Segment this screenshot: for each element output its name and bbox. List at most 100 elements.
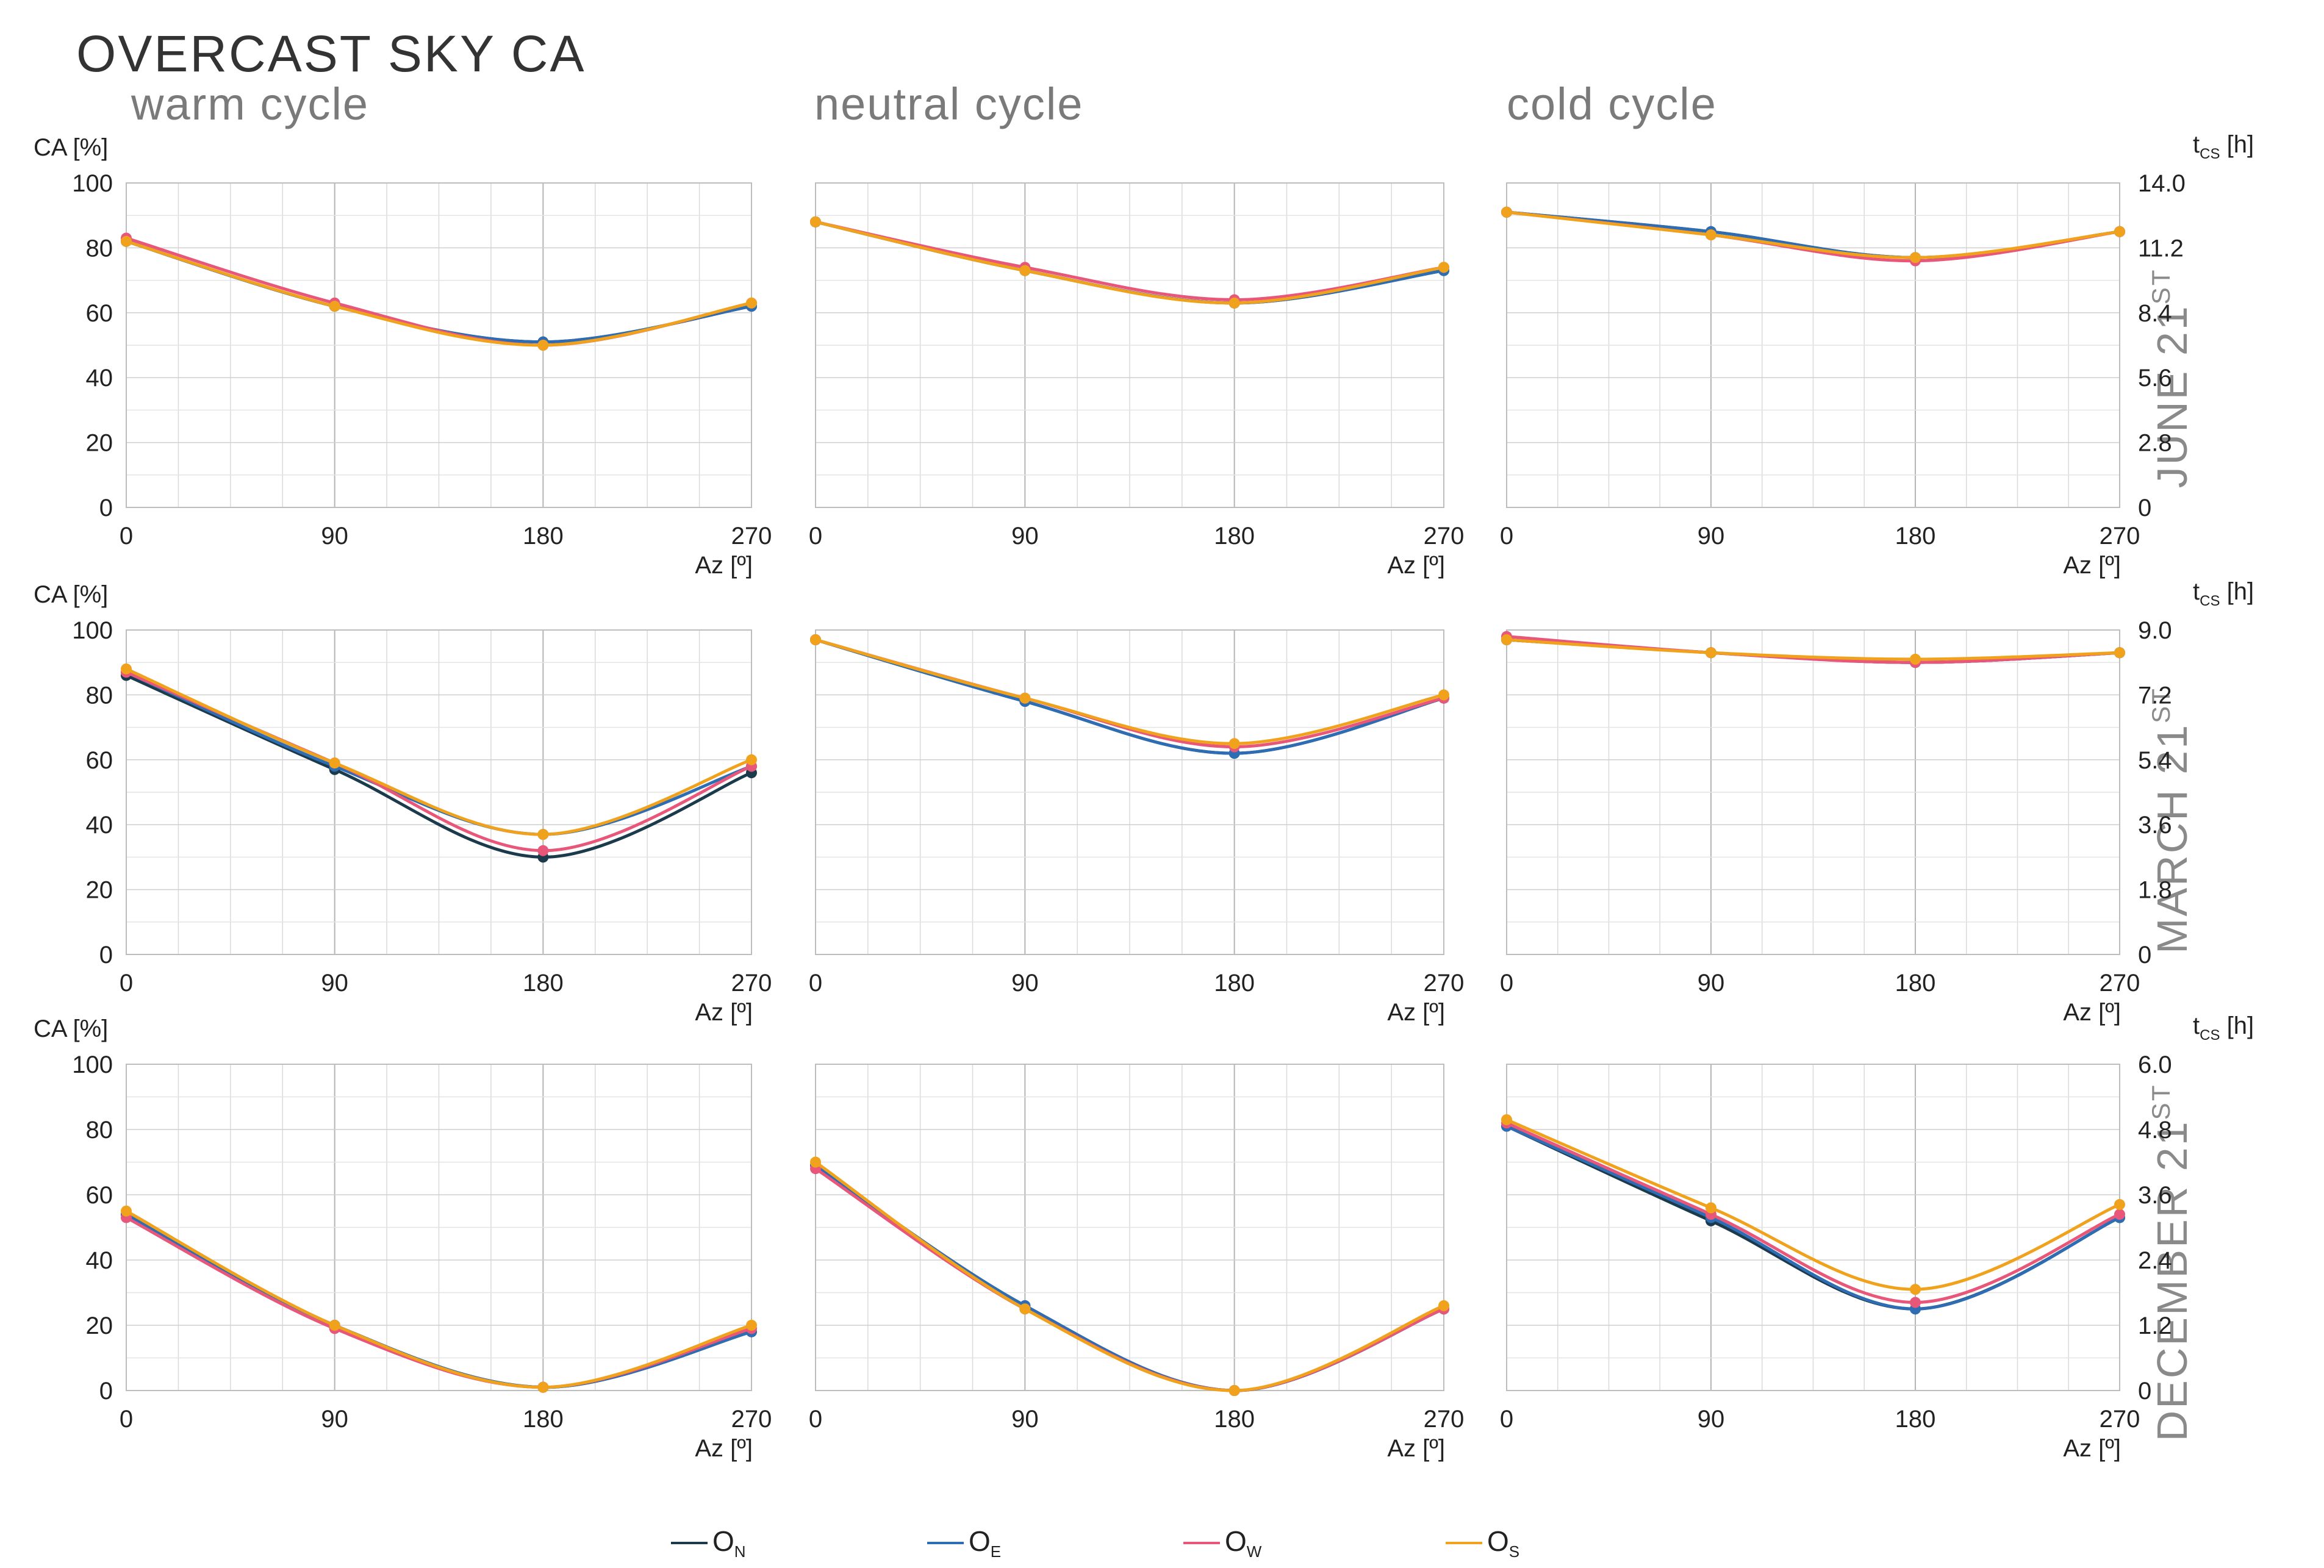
panel-june-warm-point-OS [537,340,549,351]
panel-june-neutral-point-OS [1438,262,1449,273]
panel-december-cold-series-OW [1505,1121,2121,1305]
panel-march-warm-y-tick-label: 20 [86,877,113,904]
panel-march-cold-y2-tick-label: 0 [2138,942,2151,968]
panel-march-cold-series-OW [1505,635,2121,664]
panel-december-neutral-point-OS [1228,1385,1240,1396]
legend-label-n: ON [712,1525,746,1561]
panel-march-warm-y-axis-label: CA [%] [34,581,108,608]
panel-june-cold-x-axis-label: Az [º] [2063,552,2121,579]
panel-december-warm-y-tick-label: 40 [86,1247,113,1274]
panel-december-cold-point-OS [1910,1284,1921,1295]
panel-march-neutral-point-OS [1438,689,1449,701]
panel-december-cold-series-OE [1505,1125,2121,1311]
panel-march-neutral-x-tick-label: 270 [1424,970,1465,997]
panel-june-warm-point-OS [746,297,757,309]
panel-december-cold-point-OW [2114,1209,2125,1220]
panel-june-warm-x-tick-label: 90 [321,523,348,550]
panel-june-neutral-series-OS [814,220,1446,305]
legend-swatch-e [927,1542,964,1544]
panel-december-warm-y-axis-label: CA [%] [34,1015,108,1042]
panel-june-cold-y2-axis-label: tCS [h] [2193,131,2254,162]
panel-march-neutral-x-tick-label: 90 [1011,970,1039,997]
panel-december-cold-y2-tick-label: 6.0 [2138,1051,2172,1078]
panel-march-warm-x-tick-label: 90 [321,970,348,997]
panel-march-warm-point-OS [329,757,340,769]
panel-december-cold-frame [1506,1064,2120,1391]
panel-december-cold-x-tick-label: 270 [2100,1406,2140,1433]
panel-december-neutral-x-tick-label: 90 [1011,1406,1039,1433]
panel-june-warm-y-tick-label: 60 [86,300,113,327]
panel-december-cold-y2-tick-label: 3.6 [2138,1182,2172,1209]
legend-swatch-s [1446,1542,1482,1544]
panel-march-cold-y2-tick-label: 1.8 [2138,877,2172,904]
panel-march-warm-y-tick-label: 80 [86,682,113,709]
panel-march-cold-y2-tick-label: 9.0 [2138,617,2172,644]
panel-june-neutral-point-OS [810,216,821,227]
panel-june-cold-y2-tick-label: 2.8 [2138,430,2172,457]
panel-march-cold-x-tick-label: 270 [2100,970,2140,997]
panel-june-warm-y-tick-label: 0 [99,495,113,521]
panel-june-warm-y-tick-label: 40 [86,365,113,392]
panel-march-warm-series-ON [124,673,753,859]
panel-june-cold-point-OS [1705,229,1716,241]
panel-march-warm-y-tick-label: 40 [86,812,113,839]
panel-december-warm-y-tick-label: 80 [86,1117,113,1144]
panel-march-cold-y2-axis-label: tCS [h] [2193,578,2254,609]
panel-march-warm-frame [126,629,752,955]
panel-december-warm-x-tick-label: 270 [731,1406,772,1433]
panel-march-cold-point-OS [1705,647,1716,659]
panel-march-warm-point-OS [537,829,549,840]
panel-march-cold-x-tick-label: 0 [1500,970,1513,997]
panel-march-warm-y-tick-label: 100 [72,617,113,644]
panel-march-neutral-x-tick-label: 180 [1214,970,1255,997]
panel-june-cold-point-OS [1501,206,1512,218]
panel-june-neutral-x-tick-label: 90 [1011,523,1039,550]
panel-december-cold-y2-tick-label: 2.4 [2138,1247,2172,1274]
panel-march-cold-series-OS [1505,638,2121,661]
panel-december-cold-y2-tick-label: 0 [2138,1378,2151,1405]
legend-label-w: OW [1225,1525,1262,1561]
legend-swatch-n [671,1542,708,1544]
panel-march-neutral-x-tick-label: 0 [809,970,822,997]
panel-december-cold-y2-tick-label: 1.2 [2138,1312,2172,1339]
panel-december-warm-point-OS [746,1320,757,1331]
legend-label-e: OE [969,1525,1002,1561]
panel-june-warm-x-tick-label: 0 [120,523,133,550]
panel-june-warm-point-OS [121,235,132,247]
panel-december-neutral-x-tick-label: 0 [809,1406,822,1433]
panel-december-warm-series-OS [124,1209,753,1389]
panel-december-neutral-series-OS [814,1161,1446,1392]
panel-march-neutral-series-OS [814,638,1446,745]
chart-title: OVERCAST SKY CA [76,25,586,82]
panel-march-cold-y2-tick-label: 3.6 [2138,812,2172,839]
panel-march-warm-point-OW [537,845,549,856]
legend-item-s: OS [1446,1525,1519,1561]
panel-june-warm-y-axis-label: CA [%] [34,134,108,161]
legend-swatch-w [1183,1542,1220,1544]
panel-march-warm-x-axis-label: Az [º] [695,999,753,1026]
panel-june-cold-y2-tick-label: 11.2 [2138,235,2184,262]
legend-item-n: ON [671,1525,746,1561]
legend-label-s: OS [1487,1525,1520,1561]
panel-june-cold-y2-tick-label: 5.6 [2138,365,2172,392]
panel-march-warm-x-tick-label: 180 [523,970,564,997]
panel-december-warm-y-tick-label: 0 [99,1378,113,1405]
panel-march-cold-y2-tick-label: 7.2 [2138,682,2172,709]
panel-june-warm-x-tick-label: 270 [731,523,772,550]
panel-march-cold-frame [1506,629,2120,955]
panel-june-neutral-x-tick-label: 270 [1424,523,1465,550]
panel-march-neutral-x-axis-label: Az [º] [1387,999,1445,1026]
panel-june-warm-series-OS [124,240,753,347]
panel-march-warm-y-tick-label: 0 [99,942,113,968]
panel-june-neutral-x-tick-label: 180 [1214,523,1255,550]
panel-march-cold-y2-tick-label: 5.4 [2138,747,2172,774]
panel-june-cold-y2-tick-label: 8.4 [2138,300,2172,327]
panel-december-cold-x-axis-label: Az [º] [2063,1435,2121,1462]
panel-march-cold-x-tick-label: 90 [1698,970,1725,997]
